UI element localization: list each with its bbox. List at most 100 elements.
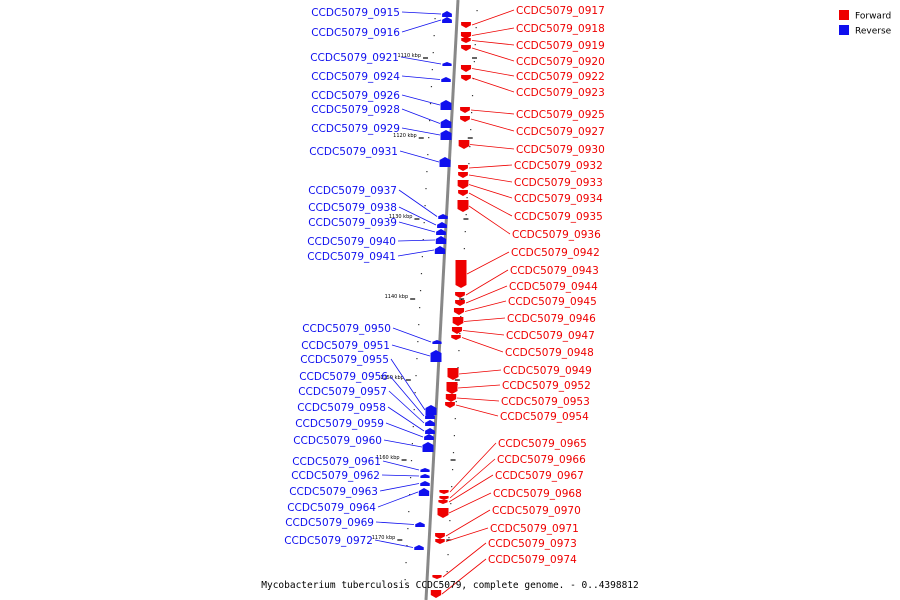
forward-gene-label[interactable]: CCDC5079_0970 (492, 505, 581, 517)
strand-mark (410, 460, 413, 462)
forward-gene-label[interactable]: CCDC5079_0952 (502, 380, 591, 392)
reverse-gene-label[interactable]: CCDC5079_0924 (311, 71, 400, 83)
forward-gene-label[interactable]: CCDC5079_0920 (516, 56, 605, 68)
forward-gene-label[interactable]: CCDC5079_0930 (516, 144, 605, 156)
reverse-gene-label[interactable]: CCDC5079_0926 (311, 90, 400, 102)
reverse-gene-label[interactable]: CCDC5079_0956 (299, 371, 388, 383)
reverse-gene-label[interactable]: CCDC5079_0962 (291, 470, 380, 482)
forward-gene-arrow (455, 300, 465, 306)
forward-leader-line (469, 144, 515, 150)
map-caption: Mycobacterium tuberculosis CCDC5079, com… (261, 580, 639, 591)
forward-gene-label[interactable]: CCDC5079_0971 (490, 523, 579, 535)
forward-gene-arrow (461, 75, 471, 81)
forward-leader-line (463, 317, 506, 322)
forward-gene-arrow (458, 165, 468, 171)
forward-gene-label[interactable]: CCDC5079_0943 (510, 265, 599, 277)
forward-gene-label[interactable]: CCDC5079_0953 (501, 396, 590, 408)
forward-gene-label[interactable]: CCDC5079_0919 (516, 40, 605, 52)
forward-gene-label[interactable]: CCDC5079_0923 (516, 87, 605, 99)
reverse-gene-arrow (438, 214, 448, 219)
reverse-gene-label[interactable]: CCDC5079_0915 (311, 7, 400, 19)
reverse-gene-label[interactable]: CCDC5079_0929 (311, 123, 400, 135)
forward-gene-label[interactable]: CCDC5079_0942 (511, 247, 600, 259)
forward-gene-label[interactable]: CCDC5079_0967 (495, 470, 584, 482)
forward-gene-label[interactable]: CCDC5079_0946 (507, 313, 596, 325)
reverse-gene-label[interactable]: CCDC5079_0958 (297, 402, 386, 414)
reverse-gene-label[interactable]: CCDC5079_0940 (307, 236, 396, 248)
reverse-gene-label[interactable]: CCDC5079_0957 (298, 386, 387, 398)
reverse-gene-label[interactable]: CCDC5079_0960 (293, 435, 382, 447)
forward-gene-arrow (460, 32, 472, 39)
reverse-gene-label[interactable]: CCDC5079_0916 (311, 27, 400, 39)
reverse-gene-label[interactable]: CCDC5079_0959 (295, 418, 384, 430)
reverse-gene-label[interactable]: CCDC5079_0969 (285, 517, 374, 529)
forward-gene-label[interactable]: CCDC5079_0966 (497, 454, 586, 466)
forward-gene-label[interactable]: CCDC5079_0922 (516, 71, 605, 83)
reverse-gene-label[interactable]: CCDC5079_0964 (287, 502, 376, 514)
strand-mark (407, 528, 409, 530)
reverse-gene-label[interactable]: CCDC5079_0955 (300, 354, 389, 366)
strand-mark (447, 554, 449, 556)
forward-gene-label[interactable]: CCDC5079_0934 (514, 193, 603, 205)
reverse-gene-label[interactable]: CCDC5079_0961 (292, 456, 381, 468)
reverse-leader-line (398, 221, 436, 233)
forward-gene-arrow (457, 200, 469, 212)
forward-gene-label[interactable]: CCDC5079_0945 (508, 296, 597, 308)
strand-mark (449, 520, 451, 522)
reverse-gene-label[interactable]: CCDC5079_0951 (301, 340, 390, 352)
forward-gene-label[interactable]: CCDC5079_0965 (498, 438, 587, 450)
strand-mark (419, 290, 422, 292)
reverse-leader-line (391, 344, 431, 357)
tick-label: 1130 kbp (389, 214, 413, 220)
reverse-gene-label[interactable]: CCDC5079_0941 (307, 251, 396, 263)
strand-mark (473, 61, 475, 63)
forward-gene-label[interactable]: CCDC5079_0932 (514, 160, 603, 172)
forward-gene-label[interactable]: CCDC5079_0935 (514, 211, 603, 223)
reverse-gene-arrow (440, 100, 452, 110)
forward-gene-label[interactable]: CCDC5079_0933 (514, 177, 603, 189)
forward-gene-label[interactable]: CCDC5079_0918 (516, 23, 605, 35)
forward-gene-label[interactable]: CCDC5079_0954 (500, 411, 589, 423)
forward-gene-label[interactable]: CCDC5079_0948 (505, 347, 594, 359)
strand-mark (418, 324, 420, 326)
forward-gene-label[interactable]: CCDC5079_0936 (512, 229, 601, 241)
reverse-gene-label[interactable]: CCDC5079_0939 (308, 217, 397, 229)
strand-mark (421, 256, 423, 258)
reverse-gene-label[interactable]: CCDC5079_0937 (308, 185, 397, 197)
reverse-gene-label[interactable]: CCDC5079_0938 (308, 202, 397, 214)
forward-gene-label[interactable]: CCDC5079_0925 (516, 109, 605, 121)
forward-gene-label[interactable]: CCDC5079_0944 (509, 281, 598, 293)
forward-gene-arrow (458, 140, 470, 149)
tick-label: 1110 kbp (397, 53, 421, 59)
reverse-gene-label[interactable]: CCDC5079_0931 (309, 146, 398, 158)
reverse-leader-line (389, 375, 425, 417)
forward-gene-label[interactable]: CCDC5079_0973 (488, 538, 577, 550)
forward-gene-label[interactable]: CCDC5079_0974 (488, 554, 577, 566)
reverse-gene-arrow (442, 17, 452, 23)
reverse-leader-line (385, 422, 424, 438)
strand-mark (426, 171, 428, 173)
forward-gene-label[interactable]: CCDC5079_0927 (516, 126, 605, 138)
reverse-gene-label[interactable]: CCDC5079_0972 (284, 535, 373, 547)
strand-mark (470, 129, 472, 131)
forward-leader-line (468, 184, 513, 199)
forward-gene-arrow (458, 172, 468, 178)
forward-leader-line (468, 205, 511, 235)
forward-leader-line (465, 269, 509, 296)
forward-gene-label[interactable]: CCDC5079_0947 (506, 330, 595, 342)
forward-leader-line (464, 300, 507, 312)
forward-gene-label[interactable]: CCDC5079_0968 (493, 488, 582, 500)
reverse-gene-label[interactable]: CCDC5079_0928 (311, 104, 400, 116)
reverse-gene-arrow (425, 405, 437, 415)
forward-gene-label[interactable]: CCDC5079_0949 (503, 365, 592, 377)
forward-leader-line (466, 251, 510, 275)
forward-strand-genes: CCDC5079_0917 CCDC5079_0918 CCDC5079_0919 C… (430, 5, 605, 598)
reverse-gene-label[interactable]: CCDC5079_0921 (310, 52, 399, 64)
forward-gene-label[interactable]: CCDC5079_0917 (516, 5, 605, 17)
reverse-gene-arrow (432, 340, 442, 344)
reverse-gene-label[interactable]: CCDC5079_0963 (289, 486, 378, 498)
strand-mark (469, 146, 471, 148)
forward-gene-arrow (457, 180, 469, 189)
reverse-gene-label[interactable]: CCDC5079_0950 (302, 323, 391, 335)
reverse-gene-arrow (420, 474, 430, 478)
